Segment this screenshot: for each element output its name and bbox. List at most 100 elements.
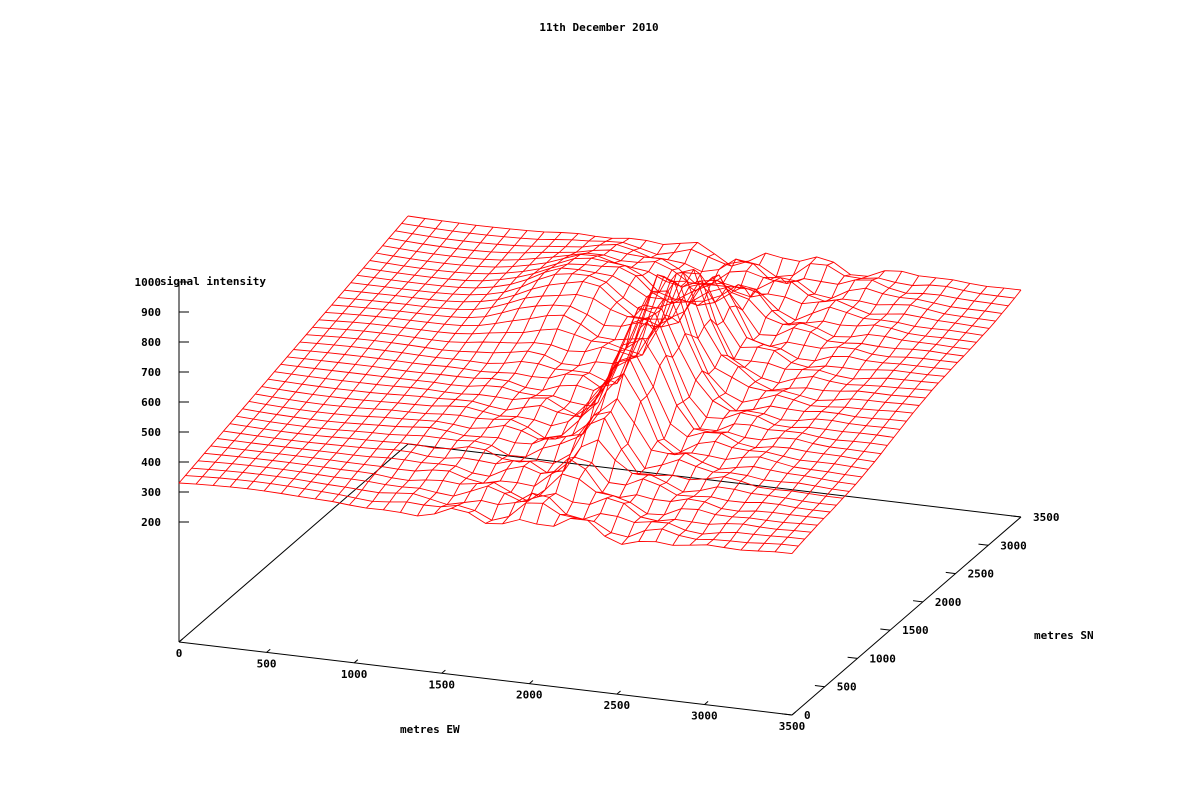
mesh-row-line xyxy=(185,475,799,547)
mesh-row-line xyxy=(191,467,805,540)
mesh-column-line xyxy=(757,286,988,552)
y-axis-ticks: 0 500 1000 1500 2000 2500 3000 3500 xyxy=(782,511,1060,722)
x-tick-label: 3500 xyxy=(779,720,806,733)
x-tick xyxy=(266,648,271,653)
y-tick xyxy=(782,713,793,716)
mesh-column-line xyxy=(587,256,818,522)
x-axis-label: metres EW xyxy=(400,723,460,736)
mesh-row-line xyxy=(229,417,843,499)
y-tick-label: 3500 xyxy=(1033,511,1060,524)
y-tick-label: 2500 xyxy=(968,568,995,581)
x-tick-label: 0 xyxy=(176,647,183,660)
y-tick xyxy=(880,628,891,631)
z-tick-label: 900 xyxy=(141,306,161,319)
z-tick-label: 1000 xyxy=(135,276,162,289)
y-tick-label: 1000 xyxy=(869,652,896,665)
x-tick xyxy=(528,680,534,685)
x-tick xyxy=(791,711,796,716)
mesh-row-line xyxy=(242,398,856,485)
mesh-column-line xyxy=(638,275,868,542)
back-x-axis-line xyxy=(407,443,1022,518)
mesh-row-line xyxy=(369,257,983,336)
mesh-column-line xyxy=(740,283,971,551)
y-axis-line xyxy=(791,516,1022,716)
mesh-column-line xyxy=(672,271,903,546)
x-axis-ticks: 0 500 1000 1500 2000 2500 3000 3500 xyxy=(176,638,806,733)
mesh-column-line xyxy=(417,240,647,517)
y-tick xyxy=(912,600,923,603)
y-tick xyxy=(847,656,858,659)
mesh-column-line xyxy=(365,235,596,509)
mesh-column-line xyxy=(485,253,715,524)
mesh-column-line xyxy=(791,289,1022,554)
mesh-column-line xyxy=(178,215,409,484)
mesh-row-line xyxy=(325,272,939,384)
x-tick-label: 2500 xyxy=(604,699,631,712)
z-tick-label: 200 xyxy=(141,516,161,529)
z-axis-ticks: 200 300 400 500 600 700 800 900 1000 xyxy=(135,276,189,529)
y-tick-label: 3000 xyxy=(1000,539,1026,552)
z-tick-label: 400 xyxy=(141,456,161,469)
mesh-column-line xyxy=(348,233,579,506)
z-tick-label: 600 xyxy=(141,396,161,409)
y-tick xyxy=(1011,515,1022,518)
z-tick-label: 500 xyxy=(141,426,161,439)
mesh-row-line xyxy=(268,337,882,455)
chart-title: 11th December 2010 xyxy=(539,21,658,34)
mesh-column-line xyxy=(263,226,494,492)
x-tick xyxy=(704,701,709,705)
x-tick-label: 1500 xyxy=(428,678,455,691)
y-tick-label: 500 xyxy=(837,681,857,694)
y-axis-label: metres SN xyxy=(1034,629,1094,642)
mesh-column-line xyxy=(331,232,562,502)
mesh-row-line xyxy=(255,359,869,470)
mesh-row-line xyxy=(318,268,932,391)
mesh-column-line xyxy=(400,237,630,513)
mesh-row-line xyxy=(363,263,977,343)
mesh-column-line xyxy=(468,242,698,514)
x-tick-label: 3000 xyxy=(691,710,718,723)
x-tick xyxy=(178,638,183,643)
y-tick-label: 1500 xyxy=(902,624,929,637)
mesh-column-line xyxy=(314,231,545,500)
x-tick-label: 2000 xyxy=(516,689,543,702)
z-tick-label: 800 xyxy=(141,336,161,349)
y-tick xyxy=(814,685,825,688)
z-axis-label: signal intensity xyxy=(160,275,266,288)
mesh-column-line xyxy=(382,237,613,511)
mesh-column-line xyxy=(655,270,886,542)
z-tick-label: 300 xyxy=(141,486,161,499)
y-tick xyxy=(945,571,956,575)
left-y-axis-line xyxy=(178,443,409,643)
y-tick xyxy=(978,543,989,546)
mesh-column-line xyxy=(536,252,766,525)
mesh-row-line xyxy=(274,316,888,446)
x-tick xyxy=(441,669,446,674)
mesh-column-line xyxy=(570,261,801,520)
mesh-column-line xyxy=(297,230,528,497)
mesh-column-line xyxy=(689,275,920,546)
x-tick-label: 1000 xyxy=(341,668,368,681)
mesh-column-line xyxy=(553,257,784,527)
z-tick-label: 700 xyxy=(141,366,161,379)
mesh-column-line xyxy=(706,277,937,546)
mesh-column-line xyxy=(280,228,511,494)
mesh-column-line xyxy=(229,222,460,488)
mesh-column-line xyxy=(434,244,664,515)
mesh-column-line xyxy=(723,279,954,548)
x-tick xyxy=(353,659,359,664)
mesh-column-line xyxy=(451,243,681,509)
axes xyxy=(178,283,1022,716)
mesh-column-line xyxy=(774,287,1005,553)
y-tick-label: 0 xyxy=(804,709,811,722)
mesh-column-line xyxy=(195,218,426,485)
mesh-row-line xyxy=(261,355,875,463)
mesh-column-line xyxy=(212,220,443,486)
x-axis-line xyxy=(178,641,793,716)
mesh-row-line xyxy=(178,482,793,555)
mesh-column-line xyxy=(502,263,732,525)
mesh-column-line xyxy=(519,258,749,520)
mesh-column-line xyxy=(621,274,851,545)
y-tick-label: 2000 xyxy=(935,596,962,609)
